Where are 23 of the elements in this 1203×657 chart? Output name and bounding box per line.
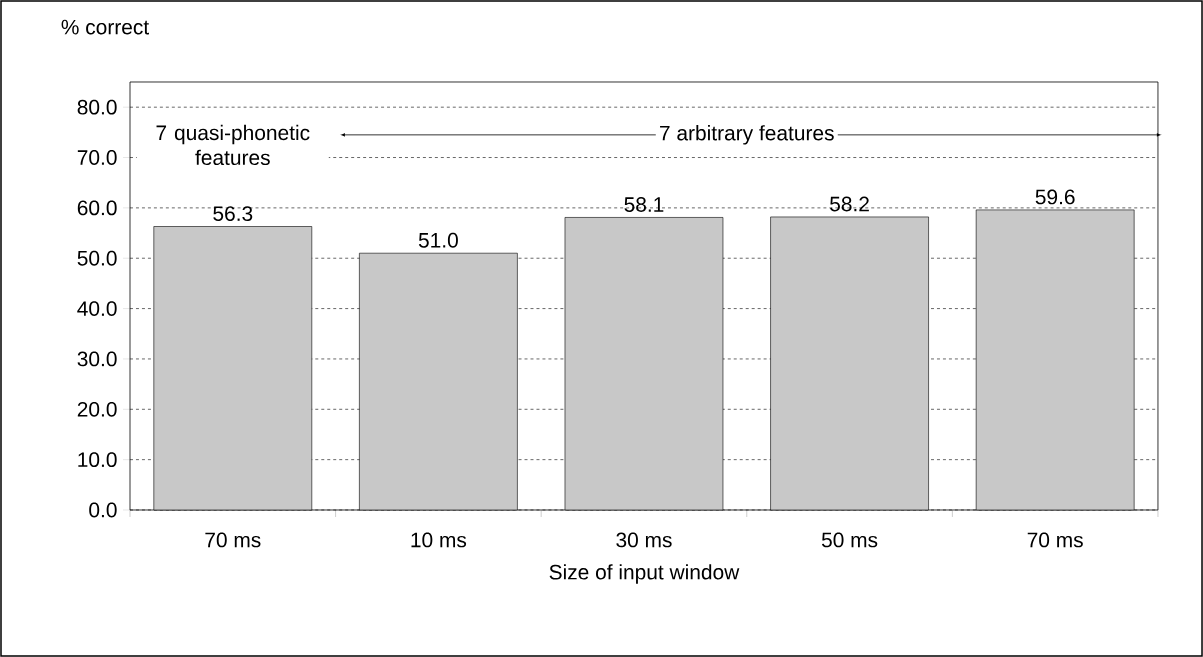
y-tick-label: 40.0 [77, 301, 117, 316]
y-tick-label: 80.0 [77, 99, 117, 115]
y-tick-label: 70.0 [77, 150, 117, 165]
y-tick-label: 60.0 [77, 200, 117, 216]
y-tick-label: 0.0 [89, 502, 117, 518]
data-label: 58.1 [624, 197, 664, 212]
annotation: 7 quasi-phonetic features [156, 124, 310, 166]
data-label: 59.6 [1035, 189, 1075, 205]
x-tick-label: 70 ms [1027, 532, 1083, 548]
x-axis-title: Size of input window [549, 564, 740, 584]
x-tick-label: 70 ms [205, 532, 261, 548]
y-tick-label: 20.0 [77, 401, 117, 417]
x-tick-label: 30 ms [616, 532, 672, 548]
annotation: 7 arbitrary features [660, 125, 834, 145]
y-tick-label: 30.0 [77, 351, 117, 367]
y-tick-label: 50.0 [77, 250, 117, 266]
data-label: 56.3 [213, 206, 253, 221]
data-label: 58.2 [830, 196, 869, 212]
x-tick-label: 10 ms [411, 532, 467, 548]
y-tick-label: 10.0 [78, 452, 117, 468]
y-axis-title: % correct [61, 19, 149, 35]
x-tick-label: 50 ms [821, 532, 878, 548]
data-label: 51.0 [418, 232, 458, 248]
